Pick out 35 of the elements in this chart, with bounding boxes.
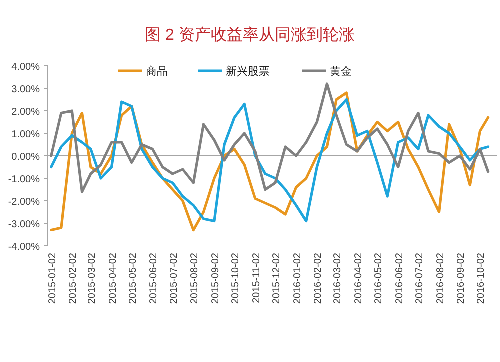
y-tick-label: 0.00% [12, 152, 40, 163]
x-tick-label: 2016-02-02 [313, 252, 324, 304]
x-tick-label: 2015-03-02 [86, 252, 98, 304]
x-tick-label: 2015-08-02 [190, 252, 201, 304]
y-tick-label: 2.00% [12, 107, 40, 118]
x-tick-label: 2016-04-02 [353, 252, 364, 304]
x-tick-label: 2016-10-02 [476, 252, 488, 304]
x-tick-label: 2015-07-02 [168, 252, 180, 304]
x-tick-label: 2015-12-02 [272, 252, 283, 304]
x-tick-label: 2015-11-02 [251, 252, 262, 304]
x-tick-label: 2015-04-02 [108, 252, 119, 304]
legend-label: 商品 [146, 65, 168, 78]
x-tick-label: 2015-02-02 [68, 252, 80, 304]
x-tick-label: 2015-06-02 [148, 252, 160, 304]
x-tick-label: 2016-08-02 [435, 252, 446, 304]
legend-label: 新兴股票 [226, 65, 270, 78]
x-tick-label: 2015-05-02 [128, 252, 139, 304]
y-tick-label: -4.00% [8, 242, 40, 253]
x-tick-label: 2015-10-02 [230, 252, 242, 304]
y-tick-label: 3.00% [12, 84, 40, 96]
y-tick-label: -3.00% [8, 220, 40, 230]
legend-label: 黄金 [330, 65, 352, 78]
x-tick-label: 2016-07-02 [414, 252, 426, 304]
x-tick-label: 2015-01-02 [47, 252, 58, 304]
y-tick-label: -2.00% [8, 197, 40, 208]
title: 图 2 资产收益率从同涨到轮涨 [145, 27, 355, 44]
x-tick-label: 2016-05-02 [374, 252, 385, 304]
y-tick-label: -1.00% [8, 174, 40, 186]
x-tick-label: 2016-06-02 [394, 252, 406, 304]
x-tick-label: 2016-09-02 [456, 252, 468, 304]
x-tick-label: 2015-09-02 [210, 252, 222, 304]
y-tick-label: 1.00% [12, 130, 40, 140]
x-tick-label: 2016-01-02 [292, 252, 304, 304]
y-tick-label: 4.00% [12, 62, 40, 73]
x-tick-label: 2016-03-02 [332, 252, 344, 304]
